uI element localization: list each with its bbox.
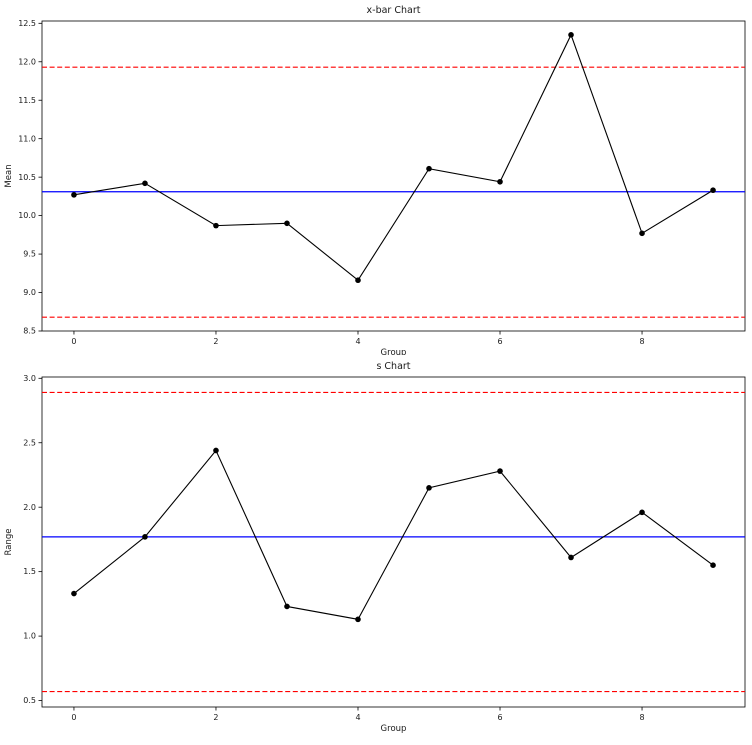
y-tick-label: 12.0 xyxy=(18,57,36,66)
data-line xyxy=(73,33,714,282)
data-point xyxy=(284,220,290,227)
x-axis-label: Group xyxy=(381,348,407,355)
y-tick-label: 2.5 xyxy=(23,438,36,447)
y-tick-label: 3.0 xyxy=(23,374,36,383)
data-point xyxy=(142,534,148,540)
data-line xyxy=(73,449,714,620)
data-point xyxy=(710,187,716,194)
y-tick-label: 11.5 xyxy=(18,96,36,105)
y-tick-label: 12.5 xyxy=(18,19,36,28)
y-tick-label: 2.0 xyxy=(23,503,36,512)
data-point xyxy=(213,222,219,229)
x-tick-label: 2 xyxy=(213,337,218,346)
y-axis-label: Range xyxy=(4,529,14,556)
data-point xyxy=(568,554,574,561)
data-point xyxy=(355,616,361,623)
y-tick-label: 9.0 xyxy=(23,288,36,297)
plot-border xyxy=(41,20,746,332)
data-point xyxy=(284,603,290,610)
y-tick-label: 1.0 xyxy=(23,632,36,641)
data-point xyxy=(710,562,716,569)
y-tick-label: 8.5 xyxy=(23,327,36,336)
data-point xyxy=(355,277,361,284)
data-point xyxy=(142,180,148,187)
data-point xyxy=(213,447,219,454)
x-tick-label: 6 xyxy=(497,713,502,722)
plot-border xyxy=(41,376,746,708)
x-tick-label: 0 xyxy=(71,337,76,346)
data-point xyxy=(497,468,503,474)
chart-title: s Chart xyxy=(376,361,410,372)
x-tick-label: 8 xyxy=(639,337,644,346)
y-axis-label: Mean xyxy=(4,164,14,187)
x-axis-label: Group xyxy=(381,724,407,734)
y-tick-label: 0.5 xyxy=(23,696,36,705)
x-tick-label: 4 xyxy=(355,713,360,722)
chart-title: x-bar Chart xyxy=(367,5,421,16)
data-point xyxy=(71,590,77,597)
y-tick-label: 11.0 xyxy=(18,134,36,143)
y-tick-label: 1.5 xyxy=(23,567,36,576)
data-point xyxy=(426,165,432,172)
x-tick-label: 2 xyxy=(213,713,218,722)
x-tick-label: 4 xyxy=(355,337,360,346)
x-tick-label: 6 xyxy=(497,337,502,346)
xbar-chart: x-bar Chart 8.5 9.0 9.5 10.0 10.5 11.0 11.5 12.0… xyxy=(0,0,752,355)
y-tick-label: 10.0 xyxy=(18,211,36,220)
y-tick-label: 10.5 xyxy=(18,173,36,182)
data-point xyxy=(497,178,503,185)
y-tick-label: 9.5 xyxy=(23,250,36,259)
data-point xyxy=(639,509,645,516)
data-point xyxy=(568,32,574,38)
data-point xyxy=(639,230,645,237)
data-point xyxy=(426,485,432,491)
s-chart: s Chart 0.5 1.0 1.5 2.0 2.5 3.0 0 2 4 6 8 Group Range xyxy=(0,355,752,745)
data-point xyxy=(71,192,77,198)
x-tick-label: 0 xyxy=(71,713,76,722)
x-tick-label: 8 xyxy=(639,713,644,722)
